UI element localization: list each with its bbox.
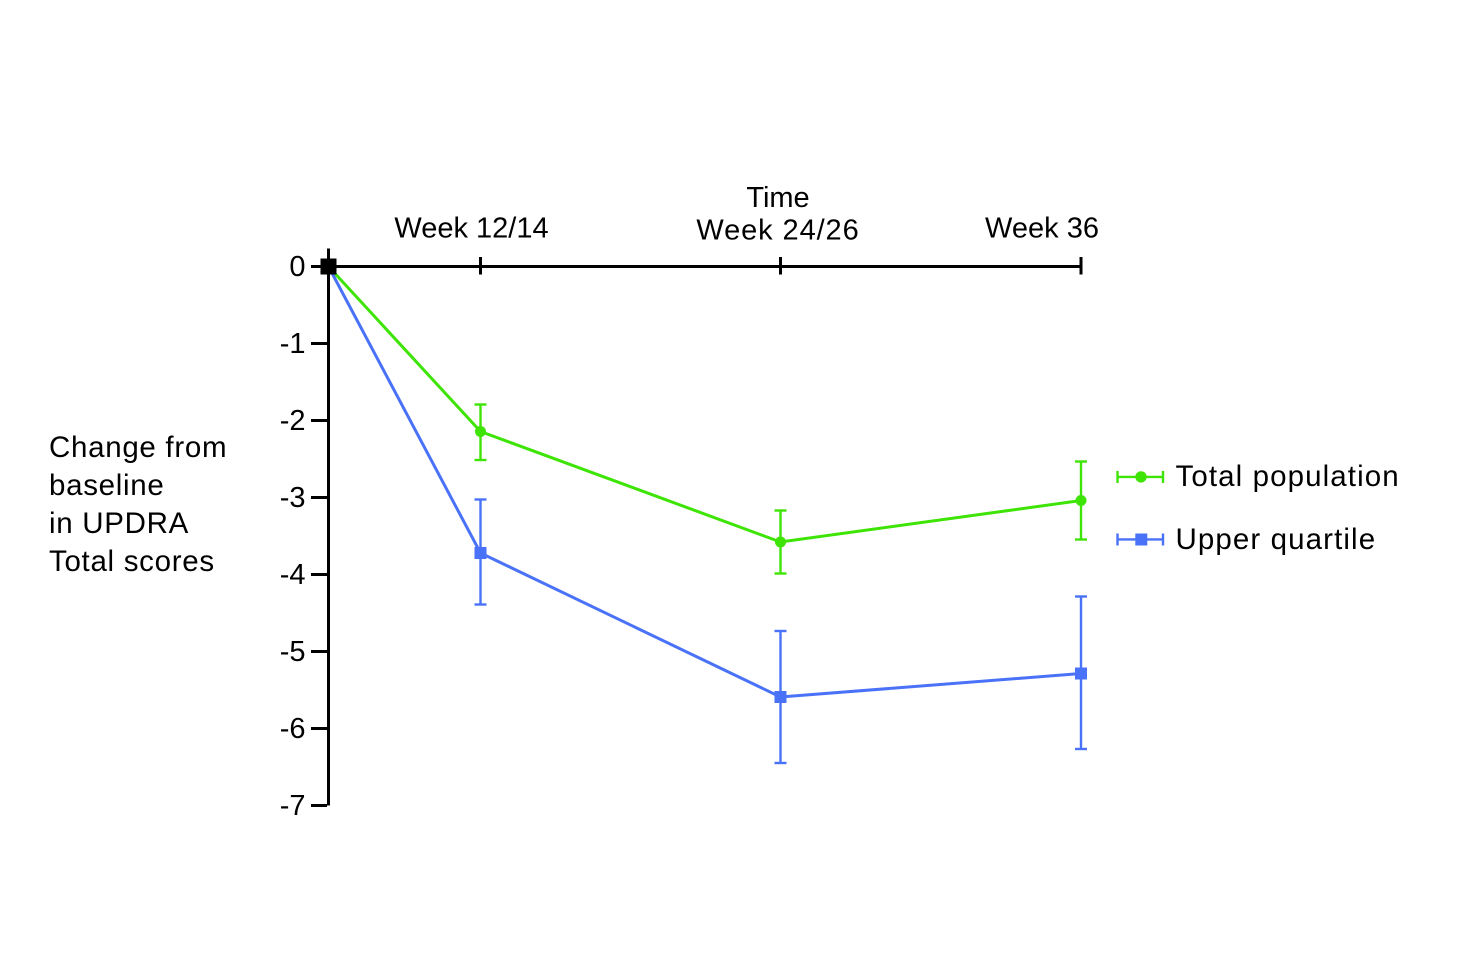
svg-text:Week 12/14: Week 12/14 bbox=[394, 213, 548, 245]
svg-text:Upper quartile: Upper quartile bbox=[1176, 523, 1377, 556]
svg-text:baseline: baseline bbox=[49, 469, 165, 502]
svg-text:Time: Time bbox=[746, 182, 809, 214]
svg-text:Change from: Change from bbox=[49, 431, 227, 464]
svg-text:Week 24/26: Week 24/26 bbox=[696, 215, 859, 247]
svg-text:in UPDRA: in UPDRA bbox=[49, 507, 189, 540]
svg-text:Week 36: Week 36 bbox=[985, 213, 1099, 245]
svg-text:-7: -7 bbox=[280, 790, 306, 822]
svg-text:Total scores: Total scores bbox=[49, 545, 215, 578]
svg-text:-5: -5 bbox=[280, 636, 306, 668]
svg-text:-2: -2 bbox=[280, 405, 306, 437]
svg-text:-6: -6 bbox=[280, 713, 306, 745]
svg-text:0: 0 bbox=[289, 251, 305, 283]
svg-text:Total population: Total population bbox=[1176, 460, 1400, 493]
svg-text:-1: -1 bbox=[280, 328, 306, 360]
svg-text:-3: -3 bbox=[280, 482, 306, 514]
svg-text:-4: -4 bbox=[280, 559, 306, 591]
